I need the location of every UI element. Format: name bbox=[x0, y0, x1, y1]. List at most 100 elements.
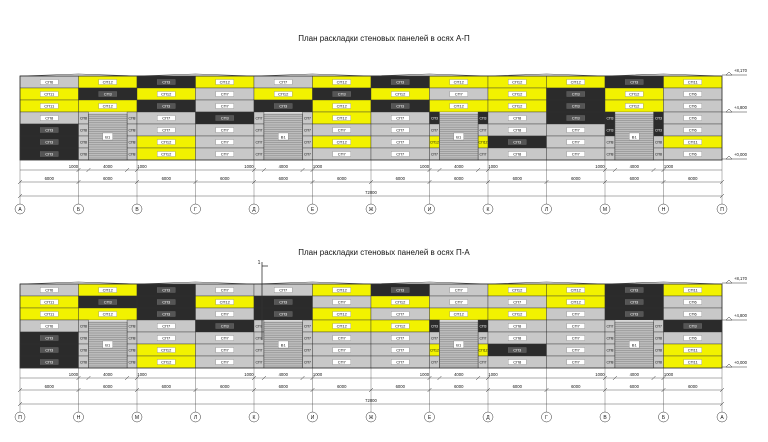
gate-opening bbox=[88, 113, 128, 161]
panel-label: СП6 bbox=[689, 104, 698, 109]
panel-label: СП7 bbox=[572, 128, 581, 133]
sub-dimension-value: 1000 bbox=[244, 372, 254, 377]
panel-tag bbox=[157, 287, 176, 293]
panel-label: СП7 bbox=[431, 129, 438, 133]
panel-label: СП12 bbox=[161, 140, 172, 145]
sub-dimension-value: 1000 bbox=[137, 164, 147, 169]
panel-tag bbox=[508, 79, 527, 85]
panel-label: СП3 bbox=[221, 324, 230, 329]
panel-label: СП12 bbox=[629, 92, 640, 97]
panel-label: СП8 bbox=[513, 360, 522, 365]
dimension-tick bbox=[427, 179, 432, 185]
panel-label: СП12 bbox=[161, 360, 172, 365]
dimension-tick bbox=[310, 179, 315, 185]
panel-tag bbox=[215, 359, 234, 365]
panel-label: СП7 bbox=[455, 288, 464, 293]
dimension-tick bbox=[251, 387, 257, 393]
panel-label: СП8 bbox=[655, 337, 662, 341]
panel-tag bbox=[274, 287, 293, 293]
panel-tag bbox=[683, 91, 702, 97]
sub-dimension-value: 1000 bbox=[664, 372, 674, 377]
panel-tag bbox=[40, 151, 59, 157]
panel-label: СП7 bbox=[304, 129, 311, 133]
panel-label: СП6 bbox=[45, 80, 54, 85]
axis-label: К bbox=[487, 207, 490, 213]
section-mark-label: 1 bbox=[258, 260, 261, 266]
panel-tag bbox=[508, 103, 527, 109]
panel-tag bbox=[157, 151, 176, 157]
panel-tag bbox=[157, 115, 176, 121]
panel-label: СП3 bbox=[45, 336, 54, 341]
panel-label: СП8 bbox=[129, 325, 136, 329]
panel-tag bbox=[449, 79, 468, 85]
axis-bubble bbox=[73, 411, 84, 423]
panel-label: СП7 bbox=[279, 288, 288, 293]
panel-tag bbox=[215, 287, 234, 293]
axis-label: А bbox=[720, 415, 724, 421]
dimension-tick bbox=[427, 167, 432, 173]
elevation-mark: +8,170 bbox=[734, 68, 748, 73]
panel-label: СП7 bbox=[255, 153, 262, 157]
dimension-tick bbox=[719, 401, 725, 407]
elevation-triangle bbox=[725, 108, 733, 113]
panel-label: СП8 bbox=[513, 336, 522, 341]
axis-label: Д bbox=[252, 207, 256, 213]
dimension-tick bbox=[544, 387, 549, 393]
panel-tag bbox=[683, 299, 702, 305]
panel-label: СП12 bbox=[103, 104, 114, 109]
panel-label: СП6 bbox=[45, 288, 54, 293]
panel-label: СП7 bbox=[279, 80, 288, 85]
panel-label: СП7 bbox=[606, 325, 613, 329]
dimension-tick bbox=[134, 387, 140, 393]
panel-tag bbox=[215, 139, 234, 145]
panel-label: СП3 bbox=[396, 288, 405, 293]
dimension-tick bbox=[17, 401, 23, 407]
panel-label: СП7 bbox=[338, 360, 347, 365]
panel-label: СП7 bbox=[431, 337, 438, 341]
panel-tag bbox=[566, 347, 585, 353]
axis-bubble bbox=[482, 203, 494, 215]
panel-tag bbox=[40, 311, 59, 317]
axis-bubble bbox=[131, 203, 143, 215]
panel-tag bbox=[332, 323, 351, 329]
panel-tag bbox=[391, 103, 410, 109]
dimension-tick bbox=[251, 167, 257, 173]
sub-dimension-value: 4000 bbox=[454, 372, 464, 377]
panel-label: СП7 bbox=[255, 349, 262, 353]
dimension-tick bbox=[651, 375, 656, 381]
panel-label: СП8 bbox=[45, 116, 54, 121]
dimension-tick bbox=[300, 375, 305, 381]
elevation-triangle bbox=[725, 279, 733, 284]
bay-dimension-value: 6000 bbox=[513, 176, 523, 181]
panel-label: СП8 bbox=[129, 337, 136, 341]
panel-tag bbox=[391, 127, 410, 133]
panel-label: СП7 bbox=[221, 288, 230, 293]
panel-tag bbox=[683, 287, 702, 293]
panel-tag bbox=[391, 91, 410, 97]
panel-label: СП8 bbox=[513, 128, 522, 133]
panel-tag bbox=[274, 311, 293, 317]
dimension-tick bbox=[76, 167, 81, 173]
panel-label: СП7 bbox=[431, 361, 438, 365]
panel-label: СП7 bbox=[480, 153, 487, 157]
axis-label: К bbox=[253, 415, 256, 421]
panel-label: СП7 bbox=[396, 152, 405, 157]
panel-label: СП7 bbox=[162, 324, 171, 329]
dimension-tick bbox=[76, 179, 81, 185]
panel-label: СП7 bbox=[304, 349, 311, 353]
panel-tag bbox=[332, 91, 351, 97]
panel-tag bbox=[274, 103, 293, 109]
panel-tag bbox=[215, 103, 234, 109]
dimension-tick bbox=[485, 179, 491, 185]
dimension-tick bbox=[427, 387, 432, 393]
bay-dimension-value: 6000 bbox=[396, 384, 406, 389]
axis-bubble bbox=[131, 411, 143, 423]
panel-tag bbox=[683, 323, 702, 329]
panel-tag bbox=[391, 79, 410, 85]
panel-label: СП8 bbox=[513, 324, 522, 329]
panel-tag bbox=[40, 127, 59, 133]
panel-label: СП3 bbox=[162, 80, 171, 85]
bay-dimension-value: 6000 bbox=[337, 384, 347, 389]
panel-label: СП7 bbox=[255, 129, 262, 133]
panel-label: СП8 bbox=[80, 141, 87, 145]
